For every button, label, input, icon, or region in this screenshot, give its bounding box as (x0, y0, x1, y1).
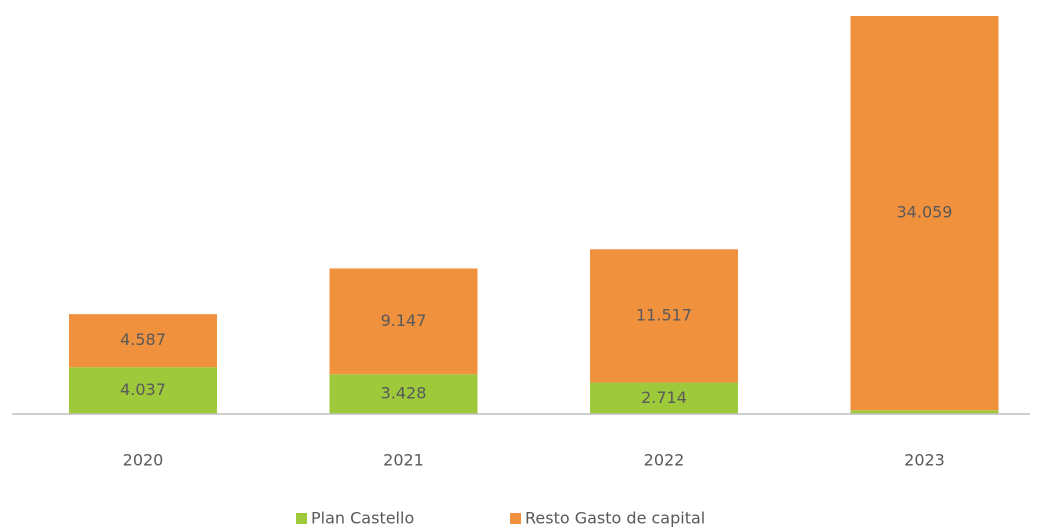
value-label: 3.428 (381, 384, 427, 403)
bar-segment (69, 314, 217, 368)
value-label: 4.037 (120, 380, 166, 399)
legend-swatch (296, 513, 307, 524)
value-label: 9.147 (381, 311, 427, 330)
bar-segment (590, 382, 738, 414)
x-tick-label: 2022 (644, 451, 685, 470)
legend-swatch (510, 513, 521, 524)
legend-label: Plan Castello (311, 509, 414, 528)
legend-label: Resto Gasto de capital (525, 509, 705, 528)
bar-segment (329, 374, 478, 414)
value-label: 34.059 (897, 203, 953, 222)
bar-segment (850, 410, 999, 414)
x-tick-label: 2021 (383, 451, 424, 470)
value-label: 2.714 (641, 388, 687, 407)
x-tick-label: 2020 (123, 451, 164, 470)
value-label: 4.587 (120, 330, 166, 349)
x-tick-label: 2023 (904, 451, 945, 470)
bar-segment (69, 367, 217, 414)
bar-segment (850, 16, 999, 411)
value-label: 11.517 (636, 305, 692, 324)
bar-segment (329, 268, 478, 375)
bar-segment (590, 249, 738, 383)
